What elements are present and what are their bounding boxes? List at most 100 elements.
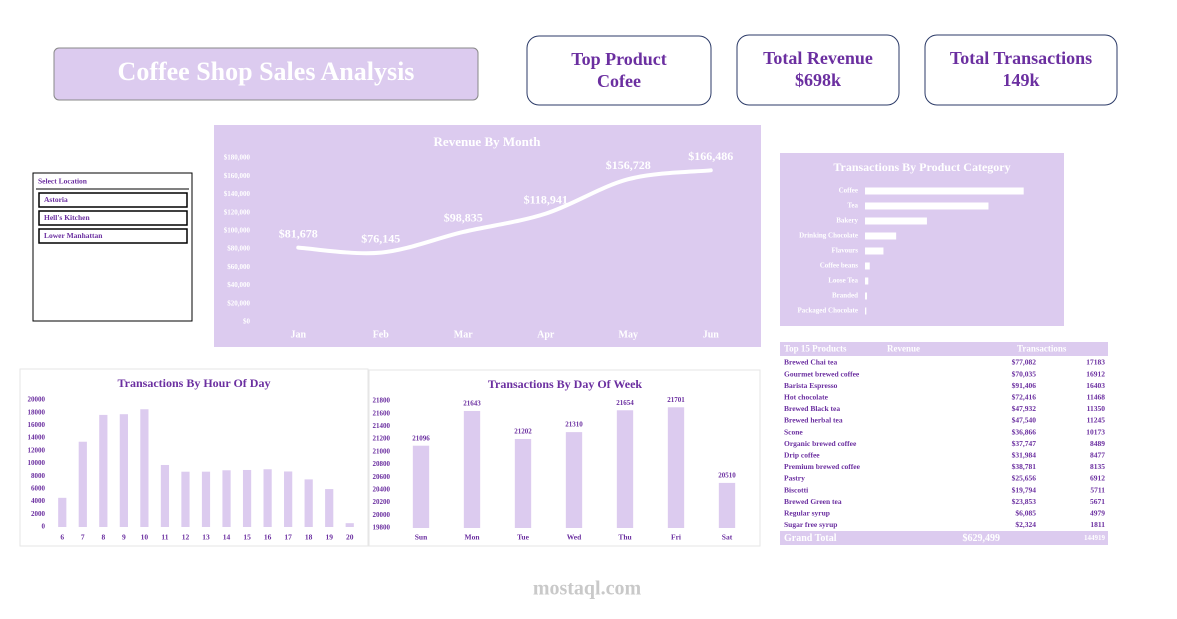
kpi-label: Total Transactions [950, 48, 1092, 68]
table-cell: Premium brewed coffee [784, 462, 861, 471]
y-tick-label: $60,000 [227, 263, 250, 271]
kpi-label: Top Product [571, 49, 667, 69]
bar [865, 217, 927, 225]
table-cell: Brewed Chai tea [784, 358, 837, 367]
kpi-value: 149k [1002, 70, 1039, 90]
y-tick-label: 20000 [28, 396, 46, 404]
y-tick-label: $0 [243, 318, 251, 326]
bar [412, 445, 430, 528]
x-tick-label: 10 [141, 533, 149, 542]
bar [865, 202, 989, 210]
y-tick-label: $120,000 [224, 208, 251, 216]
x-tick-label: Apr [537, 329, 555, 340]
bar [865, 232, 897, 240]
data-label: 21643 [463, 400, 481, 408]
data-label: 21310 [565, 421, 583, 429]
bar [325, 489, 334, 527]
title-box [53, 47, 479, 101]
bar [865, 262, 870, 270]
y-tick-label: 20600 [373, 473, 391, 481]
bar [140, 409, 149, 527]
bar [865, 292, 868, 300]
chart-title: Transactions By Product Category [833, 160, 1010, 174]
y-tick-label: 2000 [31, 510, 46, 518]
category-label: Tea [847, 202, 858, 210]
table-cell: Drip coffee [784, 451, 820, 460]
slicer-item[interactable] [38, 192, 188, 208]
bar [201, 471, 211, 527]
dashboard-title: Coffee Shop Sales Analysis [118, 57, 415, 86]
category-label: Bakery [836, 217, 858, 225]
bar [718, 482, 736, 528]
bar [99, 414, 108, 527]
bar [304, 479, 313, 527]
x-tick-label: 15 [243, 533, 251, 542]
chart-panel [780, 153, 1064, 326]
table-cell: Organic brewed coffee [784, 439, 857, 448]
data-label: $98,835 [444, 211, 483, 225]
x-tick-label: Tue [517, 533, 529, 542]
x-tick-label: Mar [454, 329, 473, 340]
table-cell: Sugar free syrup [784, 520, 837, 529]
table-cell: $19,794 [1012, 485, 1037, 494]
x-tick-label: Jan [290, 329, 306, 340]
y-tick-label: 21800 [373, 397, 391, 405]
data-label: 20510 [718, 472, 736, 480]
bar [514, 438, 532, 528]
x-tick-label: Feb [373, 329, 390, 340]
table-cell: 16403 [1086, 381, 1105, 390]
category-label: Branded [832, 292, 858, 300]
table-cell: Scone [784, 427, 803, 436]
kpi-card [526, 35, 712, 106]
category-label: Drinking Chocolate [799, 232, 858, 240]
category-label: Packaged Chocolate [798, 307, 858, 315]
table-cell: 8489 [1090, 439, 1105, 448]
x-tick-label: 6 [60, 533, 64, 542]
x-tick-label: Sun [415, 533, 428, 542]
table-cell: Brewed Black tea [784, 404, 840, 413]
y-tick-label: 20800 [373, 460, 391, 468]
table-total [780, 531, 1108, 545]
slicer-item[interactable] [38, 228, 188, 244]
y-tick-label: 4000 [31, 497, 46, 505]
table-header-cell: Transactions [1017, 344, 1067, 354]
table-cell: $2,324 [1015, 520, 1036, 529]
table-cell: $37,747 [1012, 439, 1037, 448]
line [296, 168, 713, 256]
y-tick-label: 18000 [28, 408, 46, 416]
y-tick-label: 21600 [373, 409, 391, 417]
bar [565, 432, 583, 528]
x-tick-label: 13 [202, 533, 210, 542]
x-tick-label: 14 [223, 533, 231, 542]
kpi-card [736, 34, 900, 106]
table-cell: $47,932 [1012, 404, 1037, 413]
table-total-cell: $629,499 [963, 533, 1001, 544]
chart-title: Transactions By Day Of Week [488, 377, 643, 391]
x-tick-label: 19 [325, 533, 333, 542]
data-label: $166,486 [688, 149, 733, 163]
watermark: mostaql.com [533, 578, 642, 600]
chart-title: Revenue By Month [434, 134, 542, 149]
y-tick-label: 12000 [28, 446, 46, 454]
x-tick-label: May [619, 329, 638, 340]
data-label: 21701 [667, 396, 685, 404]
table-cell: $6,085 [1015, 509, 1036, 518]
bar [263, 469, 272, 527]
table-total-cell: 144919 [1084, 534, 1106, 542]
y-tick-label: $180,000 [224, 154, 251, 162]
table-cell: 1811 [1090, 520, 1105, 529]
x-tick-label: 12 [182, 533, 190, 542]
slicer-item[interactable] [38, 210, 188, 226]
slicer-item-label[interactable]: Lower Manhattan [44, 231, 103, 240]
slicer-item-label[interactable]: Hell's Kitchen [44, 213, 90, 222]
x-tick-label: 8 [101, 533, 105, 542]
data-label: $81,678 [279, 226, 318, 240]
table-cell: 6912 [1090, 474, 1105, 483]
slicer-item-label[interactable]: Astoria [44, 195, 68, 204]
y-tick-label: 20400 [373, 486, 391, 494]
bar [865, 307, 867, 315]
chart-panel [214, 125, 761, 347]
table-cell: 5711 [1090, 485, 1105, 494]
table-cell: 11350 [1087, 404, 1106, 413]
bar [284, 471, 293, 527]
